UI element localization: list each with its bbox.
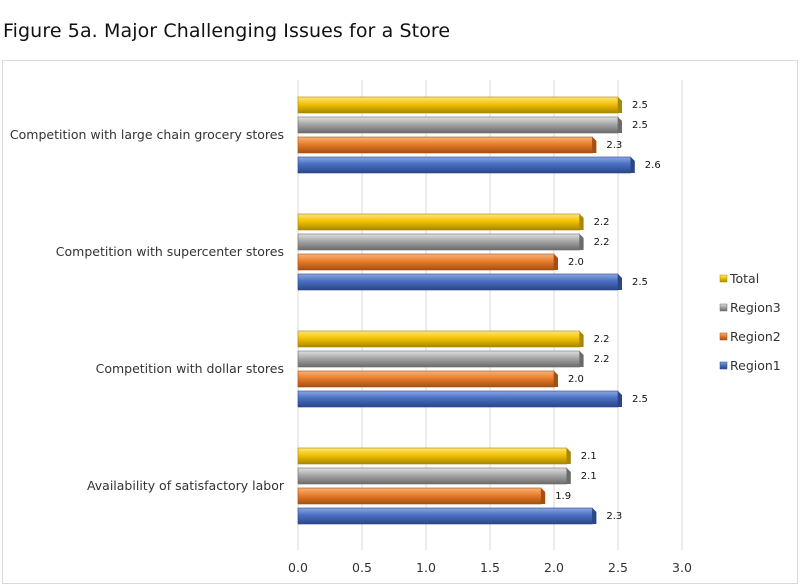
legend-label-total: Total <box>729 271 759 286</box>
data-label: 2.6 <box>645 160 661 171</box>
x-tick-label: 1.5 <box>480 560 500 575</box>
figure-title: Figure 5a. Major Challenging Issues for … <box>3 20 451 42</box>
bar-depth <box>579 214 584 230</box>
bar-depth <box>618 391 622 407</box>
x-tick-label: 0.5 <box>352 560 372 575</box>
data-label: 2.5 <box>632 394 648 405</box>
bar-total <box>297 447 568 465</box>
bar-depth <box>554 254 558 270</box>
legend-swatch-region1 <box>719 361 728 370</box>
legend-label-region2: Region2 <box>730 329 781 344</box>
x-tick-label: 0.0 <box>288 560 308 575</box>
data-label: 2.1 <box>581 471 597 482</box>
bar-region1 <box>297 390 619 408</box>
x-tick-label: 3.0 <box>672 560 692 575</box>
x-tick-label: 1.0 <box>416 560 436 575</box>
legend-label-region3: Region3 <box>730 300 781 315</box>
bar-region3 <box>297 116 619 134</box>
bar-region1 <box>297 507 593 525</box>
bar-region2 <box>297 253 555 271</box>
data-label: 2.0 <box>568 257 584 268</box>
bar-region1 <box>297 156 632 174</box>
category-label: Competition with supercenter stores <box>56 244 284 259</box>
x-tick-label: 2.5 <box>608 560 628 575</box>
bar-depth <box>618 117 622 133</box>
bar-total <box>297 330 580 348</box>
bar-region3 <box>297 233 580 251</box>
data-label: 2.2 <box>594 354 610 365</box>
bar-depth <box>579 351 584 367</box>
legend-swatch-total <box>719 274 728 283</box>
legend-swatch-region3 <box>719 303 728 312</box>
legend-swatch-region2 <box>719 332 728 341</box>
bar-depth <box>618 274 622 290</box>
bar-depth <box>554 371 558 387</box>
bar-region3 <box>297 350 580 368</box>
data-label: 2.5 <box>632 277 648 288</box>
bar-depth <box>592 137 597 153</box>
bar-region3 <box>297 467 568 485</box>
bar-region2 <box>297 136 593 154</box>
x-tick-label: 2.0 <box>544 560 564 575</box>
bar-depth <box>618 97 622 113</box>
bar-depth <box>541 488 546 504</box>
data-label: 2.3 <box>606 511 622 522</box>
chart-frame <box>2 60 798 584</box>
data-label: 1.9 <box>555 491 571 502</box>
bar-depth <box>566 448 571 464</box>
bars <box>297 96 635 525</box>
bar-region2 <box>297 370 555 388</box>
data-label: 2.2 <box>594 217 610 228</box>
labels: 0.0 0.5 1.0 1.5 2.0 2.5 3.0 Competition with la… <box>10 100 692 575</box>
data-label: 2.2 <box>594 237 610 248</box>
category-label: Competition with large chain grocery sto… <box>10 127 284 142</box>
category-label: Availability of satisfactory labor <box>87 478 285 493</box>
legend-label-region1: Region1 <box>730 358 781 373</box>
data-label: 2.1 <box>581 451 597 462</box>
bar-total <box>297 213 580 231</box>
legend: Total Region3 Region2 Region1 <box>719 271 781 373</box>
bar-depth <box>630 157 635 173</box>
data-label: 2.0 <box>568 374 584 385</box>
bar-depth <box>566 468 571 484</box>
bar-region1 <box>297 273 619 291</box>
category-label: Competition with dollar stores <box>96 361 284 376</box>
data-label: 2.5 <box>632 120 648 131</box>
data-label: 2.3 <box>606 140 622 151</box>
bar-depth <box>579 331 584 347</box>
bar-region2 <box>297 487 542 505</box>
data-label: 2.5 <box>632 100 648 111</box>
bar-depth <box>592 508 597 524</box>
bar-total <box>297 96 619 114</box>
data-label: 2.2 <box>594 334 610 345</box>
bar-depth <box>579 234 584 250</box>
